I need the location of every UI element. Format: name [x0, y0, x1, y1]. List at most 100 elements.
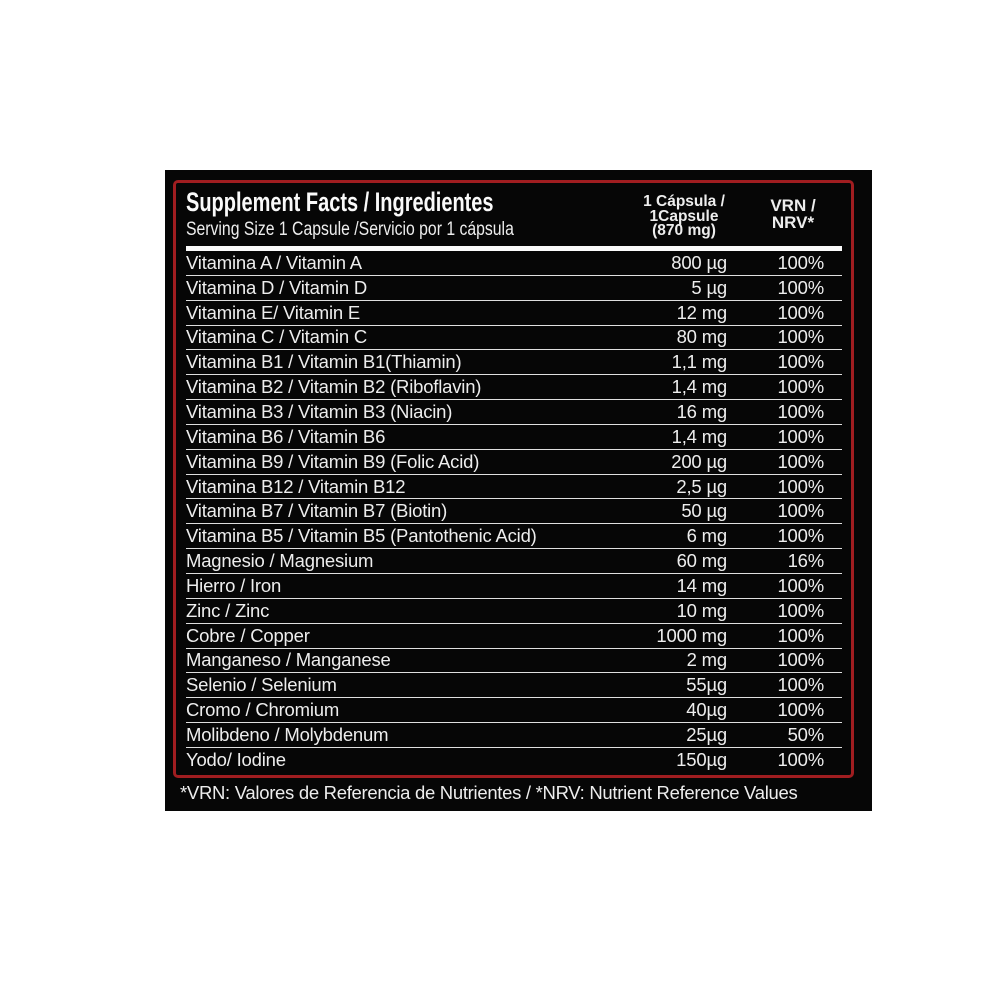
table-row: Vitamina B7 / Vitamin B7 (Biotin) 50 µg 10…: [186, 499, 842, 525]
table-row: Zinc / Zinc 10 mg 100%: [186, 599, 842, 624]
nutrient-amount: 12 mg: [676, 301, 728, 323]
nutrient-amount: 5 µg: [691, 276, 727, 298]
table-row: Vitamina D / Vitamin D 5 µg 100%: [186, 276, 842, 301]
nrv-column-header-line2: NRV*: [771, 212, 815, 232]
table-row: Vitamina A / Vitamin A 800 µg 100%: [186, 251, 842, 276]
table-row: Cobre / Copper 1000 mg 100%: [186, 624, 842, 649]
nutrient-amount: 1,4 mg: [671, 376, 728, 398]
nutrient-amount: 150µg: [676, 749, 727, 771]
table-row: Vitamina B12 / Vitamin B12 2,5 µg 100%: [186, 475, 842, 500]
nutrient-amount: 1000 mg: [656, 624, 727, 646]
nutrient-name: Molibdeno / Molybdenum: [186, 723, 389, 745]
nutrient-nrv-percent: 100%: [777, 425, 824, 447]
nutrient-nrv-percent: 100%: [777, 301, 824, 323]
nutrient-name: Vitamina B1 / Vitamin B1(Thiamin): [186, 351, 462, 373]
amount-column-header-line1: 1 Cápsula /: [643, 193, 725, 210]
table-row: Hierro / Iron 14 mg 100%: [186, 574, 842, 599]
nrv-column-header: VRN / NRV*: [744, 187, 842, 241]
header-separator-bar: [186, 246, 842, 251]
amount-column-header: 1 Cápsula / 1Capsule (870 mg): [624, 187, 744, 241]
nutrient-nrv-percent: 100%: [777, 276, 824, 298]
nutrient-nrv-percent: 100%: [777, 674, 824, 696]
nutrient-name: Vitamina B7 / Vitamin B7 (Biotin): [186, 500, 448, 522]
nutrient-nrv-percent: 100%: [777, 475, 824, 497]
nutrient-amount: 6 mg: [686, 525, 728, 547]
nutrient-name: Vitamina C / Vitamin C: [186, 326, 368, 348]
serving-size-text: Serving Size 1 Capsule /Servicio por 1 c…: [186, 219, 514, 240]
amount-column-header-line2: 1Capsule: [649, 207, 719, 225]
nutrient-amount: 2 mg: [686, 649, 728, 671]
nutrient-name: Cromo / Chromium: [186, 699, 340, 721]
table-row: Vitamina B9 / Vitamin B9 (Folic Acid) 200…: [186, 450, 842, 475]
nutrient-amount: 55µg: [686, 674, 727, 696]
nutrient-amount: 1,4 mg: [671, 425, 728, 447]
table-row: Yodo/ Iodine 150µg 100%: [186, 748, 842, 773]
nutrient-nrv-percent: 100%: [777, 450, 824, 472]
nutrient-amount: 2,5 µg: [676, 475, 727, 497]
nutrient-amount: 16 mg: [676, 400, 728, 422]
nutrient-name: Vitamina A / Vitamin A: [186, 251, 362, 273]
nutrient-name: Yodo/ Iodine: [186, 749, 286, 771]
table-row: Cromo / Chromium 40µg 100%: [186, 698, 842, 724]
nutrient-nrv-percent: 100%: [777, 599, 824, 621]
nutrient-nrv-percent: 100%: [777, 624, 824, 646]
table-row: Vitamina C / Vitamin C 80 mg 100%: [186, 326, 842, 351]
table-row: Magnesio / Magnesium 60 mg 16%: [186, 549, 842, 574]
table-row: Molibdeno / Molybdenum 25µg 50%: [186, 723, 842, 748]
nutrient-nrv-percent: 100%: [777, 749, 824, 771]
nutrient-amount: 40µg: [686, 699, 727, 721]
amount-column-header-line3: (870 mg): [652, 222, 716, 239]
nutrient-table: Vitamina A / Vitamin A 800 µg 100% Vitamina…: [186, 251, 842, 773]
nutrient-amount: 800 µg: [671, 251, 727, 273]
supplement-facts-panel: Supplement Facts / Ingredientes Serving …: [165, 170, 872, 811]
nutrient-amount: 200 µg: [671, 450, 727, 472]
nutrient-nrv-percent: 100%: [777, 326, 824, 348]
nutrient-amount: 10 mg: [676, 599, 728, 621]
nutrient-name: Vitamina D / Vitamin D: [186, 276, 368, 298]
facts-border-box: Supplement Facts / Ingredientes Serving …: [173, 180, 854, 778]
nutrient-name: Manganeso / Manganese: [186, 649, 391, 671]
table-row: Vitamina B3 / Vitamin B3 (Niacin) 16 mg 10…: [186, 400, 842, 425]
nutrient-name: Vitamina E/ Vitamin E: [186, 301, 361, 323]
table-row: Vitamina B6 / Vitamin B6 1,4 mg 100%: [186, 425, 842, 450]
nutrient-nrv-percent: 100%: [777, 574, 824, 596]
nrv-column-header-line1: VRN /: [770, 196, 816, 215]
table-row: Selenio / Selenium 55µg 100%: [186, 673, 842, 699]
nutrient-nrv-percent: 100%: [777, 500, 824, 522]
table-row: Vitamina B5 / Vitamin B5 (Pantothenic Ac…: [186, 524, 842, 550]
nutrient-name: Selenio / Selenium: [186, 674, 337, 696]
table-row: Vitamina B2 / Vitamin B2 (Riboflavin) 1,4…: [186, 375, 842, 401]
nutrient-nrv-percent: 16%: [787, 550, 825, 572]
nutrient-name: Vitamina B12 / Vitamin B12: [186, 475, 406, 497]
facts-header-titles: Supplement Facts / Ingredientes Serving …: [186, 187, 624, 241]
nutrient-amount: 14 mg: [676, 574, 728, 596]
nutrient-nrv-percent: 100%: [777, 351, 824, 373]
nutrient-name: Vitamina B3 / Vitamin B3 (Niacin): [186, 400, 453, 422]
nutrient-name: Vitamina B2 / Vitamin B2 (Riboflavin): [186, 376, 482, 398]
facts-title: Supplement Facts / Ingredientes: [186, 187, 494, 217]
table-row: Manganeso / Manganese 2 mg 100%: [186, 649, 842, 674]
facts-header: Supplement Facts / Ingredientes Serving …: [186, 187, 842, 241]
nutrient-nrv-percent: 100%: [777, 376, 824, 398]
nutrient-name: Magnesio / Magnesium: [186, 550, 374, 572]
nutrient-amount: 50 µg: [681, 500, 727, 522]
nutrient-amount: 1,1 mg: [671, 351, 728, 373]
nutrient-nrv-percent: 100%: [777, 699, 824, 721]
nutrient-name: Zinc / Zinc: [186, 599, 270, 621]
nrv-footnote: *VRN: Valores de Referencia de Nutriente…: [180, 782, 798, 803]
nutrient-nrv-percent: 100%: [777, 525, 824, 547]
nutrient-name: Hierro / Iron: [186, 574, 282, 596]
nutrient-name: Vitamina B5 / Vitamin B5 (Pantothenic Ac…: [186, 525, 537, 547]
nutrient-name: Cobre / Copper: [186, 624, 310, 646]
nutrient-nrv-percent: 100%: [777, 400, 824, 422]
nutrient-name: Vitamina B6 / Vitamin B6: [186, 425, 386, 447]
nutrient-name: Vitamina B9 / Vitamin B9 (Folic Acid): [186, 450, 480, 472]
table-row: Vitamina E/ Vitamin E 12 mg 100%: [186, 301, 842, 326]
nutrient-amount: 80 mg: [676, 326, 728, 348]
nutrient-amount: 60 mg: [676, 550, 728, 572]
table-row: Vitamina B1 / Vitamin B1(Thiamin) 1,1 mg 1…: [186, 350, 842, 376]
nutrient-nrv-percent: 50%: [787, 723, 825, 745]
nutrient-nrv-percent: 100%: [777, 649, 824, 671]
nutrient-amount: 25µg: [686, 723, 727, 745]
nutrient-nrv-percent: 100%: [777, 251, 824, 273]
